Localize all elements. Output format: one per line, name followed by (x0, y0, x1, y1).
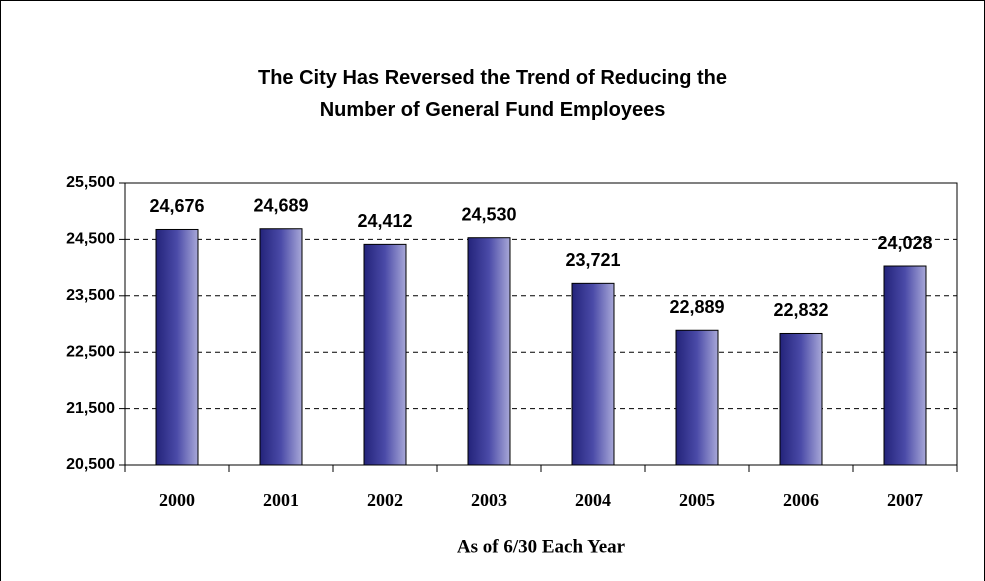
bar (363, 243, 407, 466)
bar (571, 282, 615, 466)
bar (675, 329, 719, 466)
value-label: 24,412 (357, 211, 412, 231)
bar (779, 332, 823, 466)
x-tick-label: 2000 (159, 490, 195, 510)
bar (155, 228, 199, 466)
value-label: 24,689 (253, 195, 308, 215)
x-tick-label: 2001 (263, 490, 299, 510)
value-label: 22,889 (669, 297, 724, 317)
value-label: 23,721 (565, 250, 620, 270)
chart-title: The City Has Reversed the Trend of Reduc… (258, 67, 727, 121)
bar (259, 228, 303, 466)
bar (467, 237, 511, 466)
y-tick-label: 23,500 (66, 287, 115, 304)
bar (883, 265, 927, 466)
x-tick-label: 2005 (679, 490, 715, 510)
x-tick-label: 2006 (783, 490, 819, 510)
value-label: 22,832 (773, 300, 828, 320)
value-label: 24,530 (461, 204, 516, 224)
y-tick-label: 24,500 (66, 231, 115, 248)
value-label: 24,028 (877, 233, 932, 253)
y-tick-label: 25,500 (66, 174, 115, 191)
x-tick-label: 2002 (367, 490, 403, 510)
y-tick-label: 20,500 (66, 456, 115, 473)
x-tick-label: 2003 (471, 490, 507, 510)
x-tick-label: 2007 (887, 490, 923, 510)
y-tick-label: 21,500 (66, 400, 115, 417)
y-tick-label: 22,500 (66, 343, 115, 360)
value-label: 24,676 (149, 196, 204, 216)
plot-area (124, 182, 958, 466)
x-tick-label: 2004 (575, 490, 611, 510)
x-axis-label: As of 6/30 Each Year (457, 536, 626, 557)
